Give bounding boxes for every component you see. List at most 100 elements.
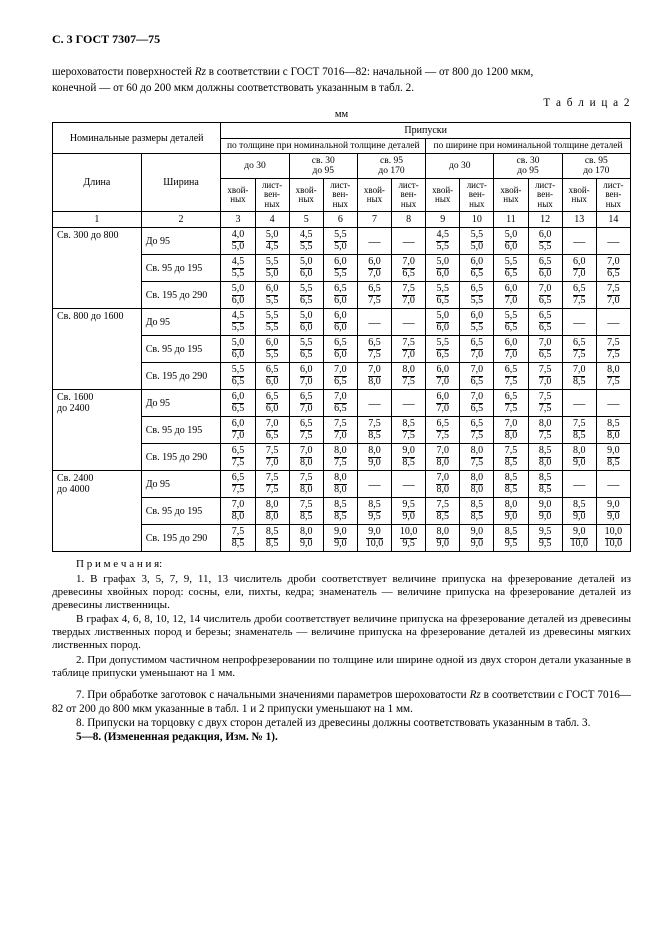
value-cell: 5,56,5 bbox=[426, 336, 460, 363]
bottom-paras: 7. При обработке заготовок с начальными … bbox=[52, 688, 631, 744]
value-cell: 6,07,0 bbox=[357, 255, 391, 282]
col-number: 11 bbox=[494, 212, 528, 228]
value-cell: — bbox=[562, 228, 596, 255]
value-cell: 6,07,0 bbox=[426, 390, 460, 417]
value-cell: 8,58,5 bbox=[323, 498, 357, 525]
value-cell: 6,07,0 bbox=[562, 255, 596, 282]
length-cell: Св. 300 до 800 bbox=[53, 228, 142, 309]
width-cell: Св. 95 до 195 bbox=[141, 417, 221, 444]
value-cell: 5,06,0 bbox=[289, 255, 323, 282]
hdr-thickness: по толщине при номинальной толщине детал… bbox=[221, 139, 426, 154]
value-cell: 8,08,0 bbox=[323, 471, 357, 498]
range-w-3: св. 95до 170 bbox=[562, 154, 630, 179]
value-cell: 5,55,0 bbox=[255, 255, 289, 282]
value-cell: 6,07,0 bbox=[494, 336, 528, 363]
value-cell: 7,57,0 bbox=[392, 282, 426, 309]
value-cell: 7,57,5 bbox=[528, 390, 562, 417]
range-w-2: св. 30до 95 bbox=[494, 154, 562, 179]
para-8: 8. Припуски на торцовку с двух сторон де… bbox=[52, 716, 631, 730]
value-cell: 8,58,0 bbox=[528, 444, 562, 471]
value-cell: 6,57,5 bbox=[426, 417, 460, 444]
value-cell: 9,59,5 bbox=[528, 525, 562, 552]
value-cell: 7,57,0 bbox=[596, 282, 630, 309]
wood-type-header: лист- вен- ных bbox=[596, 179, 630, 212]
width-cell: Св. 195 до 290 bbox=[141, 525, 221, 552]
value-cell: 7,06,5 bbox=[323, 390, 357, 417]
value-cell: 7,58,5 bbox=[426, 498, 460, 525]
value-cell: 9,08,5 bbox=[392, 444, 426, 471]
value-cell: 7,58,5 bbox=[289, 498, 323, 525]
wood-type-header: лист- вен- ных bbox=[323, 179, 357, 212]
value-cell: 7,57,0 bbox=[255, 444, 289, 471]
wood-type-header: хвой- ных bbox=[426, 179, 460, 212]
wood-type-header: хвой- ных bbox=[221, 179, 255, 212]
value-cell: — bbox=[562, 390, 596, 417]
para-7: 7. При обработке заготовок с начальными … bbox=[52, 688, 631, 716]
value-cell: 7,58,0 bbox=[289, 471, 323, 498]
length-cell: Св. 1600 до 2400 bbox=[53, 390, 142, 471]
col-number: 3 bbox=[221, 212, 255, 228]
value-cell: 10,010,0 bbox=[596, 525, 630, 552]
value-cell: 7,08,0 bbox=[494, 417, 528, 444]
table-row: Св. 300 до 800До 954,05,05,04,54,55,55,5… bbox=[53, 228, 631, 255]
value-cell: 6,57,0 bbox=[460, 336, 494, 363]
value-cell: 8,09,0 bbox=[289, 525, 323, 552]
value-cell: 6,57,5 bbox=[289, 417, 323, 444]
value-cell: 5,55,0 bbox=[323, 228, 357, 255]
value-cell: 6,55,5 bbox=[460, 282, 494, 309]
table-row: Св. 1600 до 2400До 956,06,56,56,06,57,07… bbox=[53, 390, 631, 417]
value-cell: 4,55,5 bbox=[426, 228, 460, 255]
intro-text-1b: в соответствии с ГОСТ 7016—82: начальной… bbox=[206, 66, 533, 78]
value-cell: 4,55,5 bbox=[289, 228, 323, 255]
value-cell: 4,55,5 bbox=[221, 309, 255, 336]
value-cell: 7,57,0 bbox=[323, 417, 357, 444]
width-cell: До 95 bbox=[141, 228, 221, 255]
hdr-nominal: Номинальные размеры деталей bbox=[53, 123, 221, 154]
value-cell: 5,06,0 bbox=[494, 228, 528, 255]
value-cell: 8,07,5 bbox=[596, 363, 630, 390]
col-number: 14 bbox=[596, 212, 630, 228]
width-cell: Св. 95 до 195 bbox=[141, 255, 221, 282]
value-cell: — bbox=[357, 309, 391, 336]
value-cell: 8,59,0 bbox=[562, 498, 596, 525]
value-cell: 10,09,5 bbox=[392, 525, 426, 552]
col-number: 2 bbox=[141, 212, 221, 228]
note-2: 2. При допустимом частичном непрофрезеро… bbox=[52, 654, 631, 680]
value-cell: 6,57,0 bbox=[289, 390, 323, 417]
value-cell: 9,09,0 bbox=[596, 498, 630, 525]
range-t-2: св. 30до 95 bbox=[289, 154, 357, 179]
intro-text-1: шероховатости поверхностей bbox=[52, 66, 195, 78]
value-cell: 7,06,5 bbox=[460, 363, 494, 390]
value-cell: 9,09,0 bbox=[460, 525, 494, 552]
wood-type-header: хвой- ных bbox=[494, 179, 528, 212]
width-cell: Св. 95 до 195 bbox=[141, 498, 221, 525]
value-cell: 9,010,0 bbox=[562, 525, 596, 552]
wood-type-header: лист- вен- ных bbox=[392, 179, 426, 212]
value-cell: 6,56,0 bbox=[323, 336, 357, 363]
col-number: 4 bbox=[255, 212, 289, 228]
value-cell: 6,06,5 bbox=[221, 390, 255, 417]
notes-head: П р и м е ч а н и я: bbox=[52, 558, 631, 571]
width-cell: До 95 bbox=[141, 471, 221, 498]
value-cell: 6,07,0 bbox=[494, 282, 528, 309]
value-cell: 9,010,0 bbox=[357, 525, 391, 552]
value-cell: — bbox=[562, 309, 596, 336]
value-cell: 8,08,0 bbox=[255, 498, 289, 525]
value-cell: 7,58,5 bbox=[494, 444, 528, 471]
value-cell: 7,06,5 bbox=[528, 282, 562, 309]
value-cell: 8,07,5 bbox=[323, 444, 357, 471]
value-cell: 6,56,0 bbox=[528, 255, 562, 282]
width-cell: До 95 bbox=[141, 309, 221, 336]
value-cell: 6,57,5 bbox=[562, 336, 596, 363]
value-cell: 8,58,0 bbox=[596, 417, 630, 444]
col-number: 7 bbox=[357, 212, 391, 228]
wood-type-header: лист- вен- ных bbox=[528, 179, 562, 212]
width-cell: Св. 195 до 290 bbox=[141, 363, 221, 390]
note-1b: В графах 4, 6, 8, 10, 12, 14 числитель д… bbox=[52, 613, 631, 653]
value-cell: — bbox=[596, 390, 630, 417]
value-cell: 5,06,0 bbox=[426, 309, 460, 336]
notes-block: П р и м е ч а н и я: 1. В графах 3, 5, 7… bbox=[52, 558, 631, 680]
value-cell: 5,06,0 bbox=[426, 255, 460, 282]
value-cell: 8,58,5 bbox=[255, 525, 289, 552]
value-cell: 7,57,5 bbox=[596, 336, 630, 363]
